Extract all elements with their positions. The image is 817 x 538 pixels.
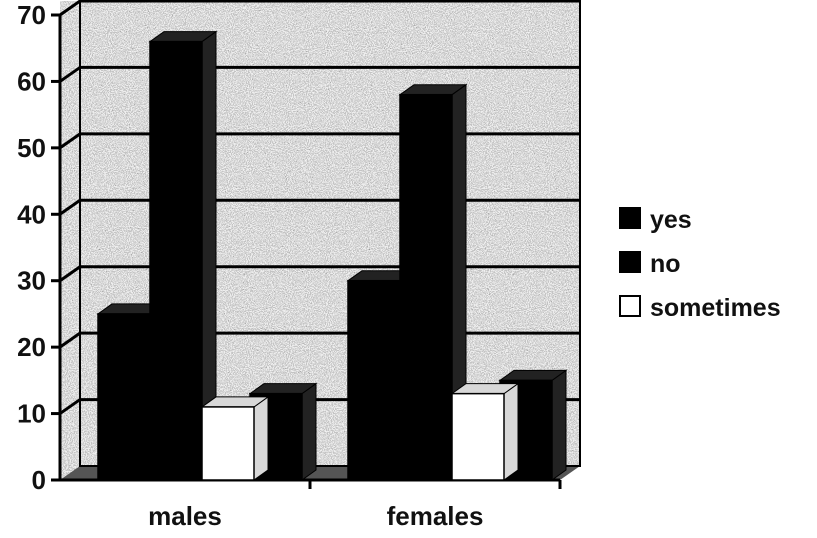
bar-sometimes-front <box>201 406 255 481</box>
legend-swatch <box>619 295 641 317</box>
legend-box <box>610 180 810 330</box>
gridline-side <box>59 132 81 150</box>
bar-sometimes-side <box>253 395 269 481</box>
legend-swatch <box>619 207 641 229</box>
bar-no <box>148 30 218 481</box>
bar-back-side <box>551 369 567 481</box>
side-wall <box>60 1 80 480</box>
legend-label: no <box>650 250 681 278</box>
bar-no <box>398 83 468 481</box>
bar-yes-front <box>347 279 401 481</box>
bar-no-front <box>149 40 203 481</box>
y-tick-label: 20 <box>17 332 46 362</box>
gridline-side <box>59 0 81 17</box>
gridline-side <box>59 265 81 282</box>
y-tick-label: 0 <box>32 465 46 495</box>
tick-labels: 0 10 20 30 40 50 60 70 males females <box>17 0 483 531</box>
y-tick-label: 60 <box>17 66 46 96</box>
x-tick-label: males <box>148 501 222 531</box>
y-tick-label: 50 <box>17 133 46 163</box>
x-tick-label: females <box>387 501 484 531</box>
bar-sometimes-side <box>503 382 519 481</box>
legend-label: sometimes <box>650 294 781 322</box>
legend: yes no sometimes <box>610 180 810 330</box>
legend-label: yes <box>650 206 692 234</box>
bar-yes-front <box>97 313 151 481</box>
gridline-side <box>59 331 81 349</box>
y-tick-label: 30 <box>17 266 46 296</box>
gridline-side <box>59 199 81 216</box>
y-tick-label: 40 <box>17 199 46 229</box>
y-tick-label: 10 <box>17 399 46 429</box>
bar-sometimes <box>200 395 270 481</box>
bar-sometimes-front <box>451 392 505 481</box>
legend-swatch <box>619 251 641 273</box>
bar-sometimes <box>450 382 520 481</box>
bar-back-side <box>301 382 317 481</box>
y-tick-label: 70 <box>17 0 46 30</box>
gridline-side <box>59 398 81 415</box>
gridline-side <box>59 66 81 83</box>
bars <box>96 30 568 481</box>
bar-no-front <box>399 93 453 481</box>
